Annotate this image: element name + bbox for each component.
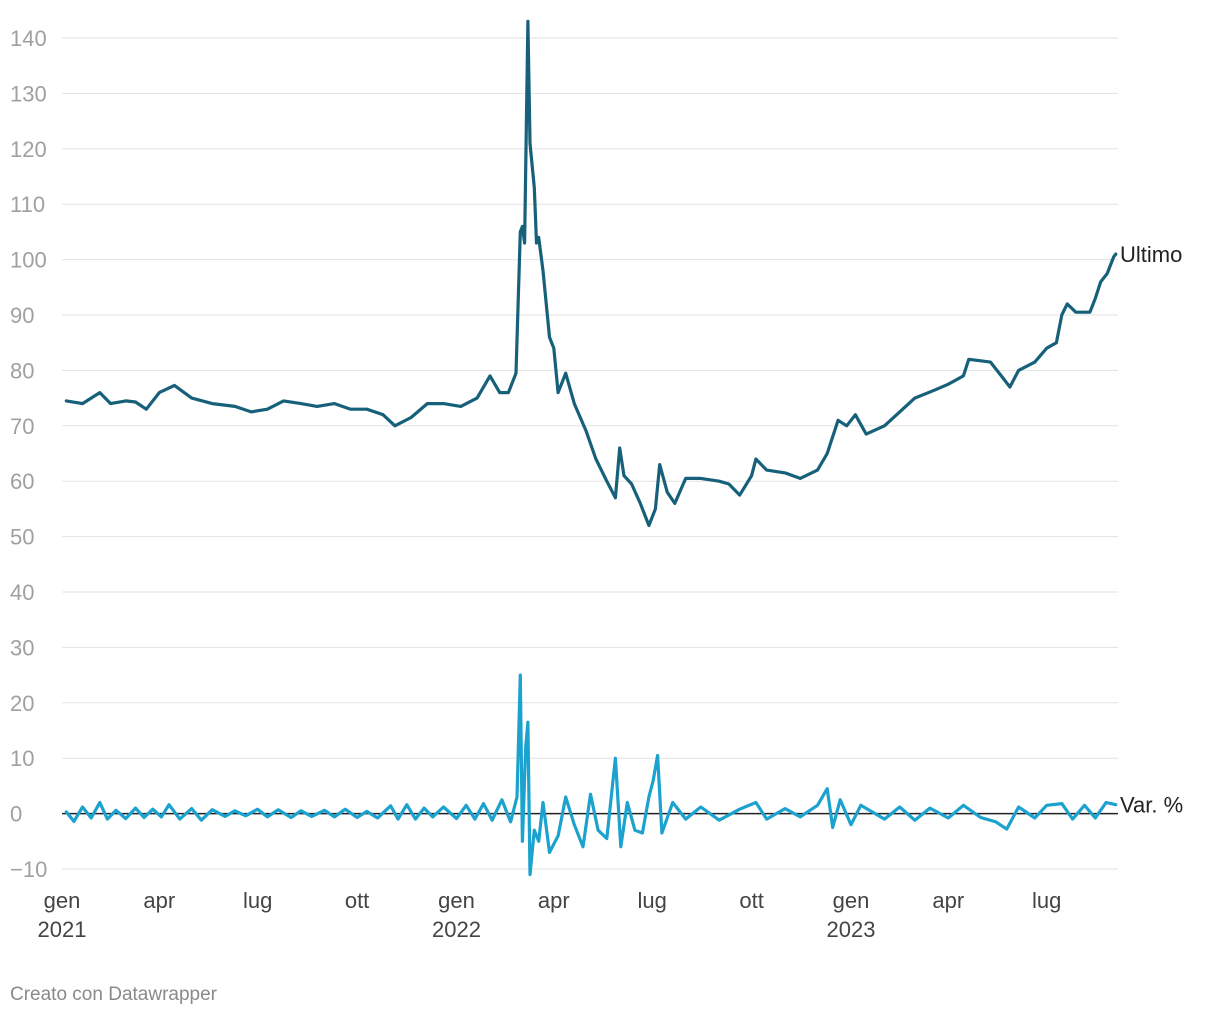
x-tick-year: 2022 xyxy=(432,917,481,942)
x-tick-label: apr xyxy=(932,888,964,913)
y-tick-label: 70 xyxy=(10,414,34,439)
series-lines xyxy=(64,19,1118,877)
x-tick-year: 2021 xyxy=(38,917,87,942)
x-tick-label: ott xyxy=(345,888,369,913)
y-tick-label: 110 xyxy=(10,192,45,217)
x-tick-label: gen xyxy=(833,888,870,913)
x-axis-labels: gen 2021 apr lug ott gen 2022 apr lug ott gen 2023 a… xyxy=(38,888,1062,942)
y-tick-label: −10 xyxy=(10,857,47,882)
y-tick-label: 120 xyxy=(10,137,47,162)
series-label-var-pct: Var. % xyxy=(1120,793,1183,818)
series-label-ultimo: Ultimo xyxy=(1120,242,1182,267)
y-tick-label: 40 xyxy=(10,580,34,605)
x-tick-year: 2023 xyxy=(827,917,876,942)
x-tick-label: gen xyxy=(438,888,475,913)
series-labels: Ultimo Var. % xyxy=(1120,242,1183,818)
x-tick-label: ott xyxy=(739,888,763,913)
y-tick-label: 0 xyxy=(10,802,22,827)
x-tick-label: lug xyxy=(1032,888,1061,913)
y-tick-label: 50 xyxy=(10,525,34,550)
x-tick-label: lug xyxy=(243,888,272,913)
x-tick-label: lug xyxy=(637,888,666,913)
y-tick-label: 30 xyxy=(10,635,34,660)
y-tick-label: 10 xyxy=(10,746,34,771)
series-line-ultimo xyxy=(64,19,1118,528)
y-tick-label: 90 xyxy=(10,303,34,328)
x-tick-label: apr xyxy=(143,888,175,913)
y-tick-label: 20 xyxy=(10,691,34,716)
y-tick-label: 60 xyxy=(10,469,34,494)
x-tick-label: apr xyxy=(538,888,570,913)
grid-lines xyxy=(62,37,1118,870)
x-tick-label: gen xyxy=(44,888,81,913)
y-tick-label: 130 xyxy=(10,81,47,106)
y-tick-label: 140 xyxy=(10,26,47,51)
y-tick-label: 100 xyxy=(10,248,47,273)
credit-text: Creato con Datawrapper xyxy=(10,984,217,1005)
series-line-var-pct xyxy=(64,673,1118,877)
y-tick-label: 80 xyxy=(10,358,34,383)
